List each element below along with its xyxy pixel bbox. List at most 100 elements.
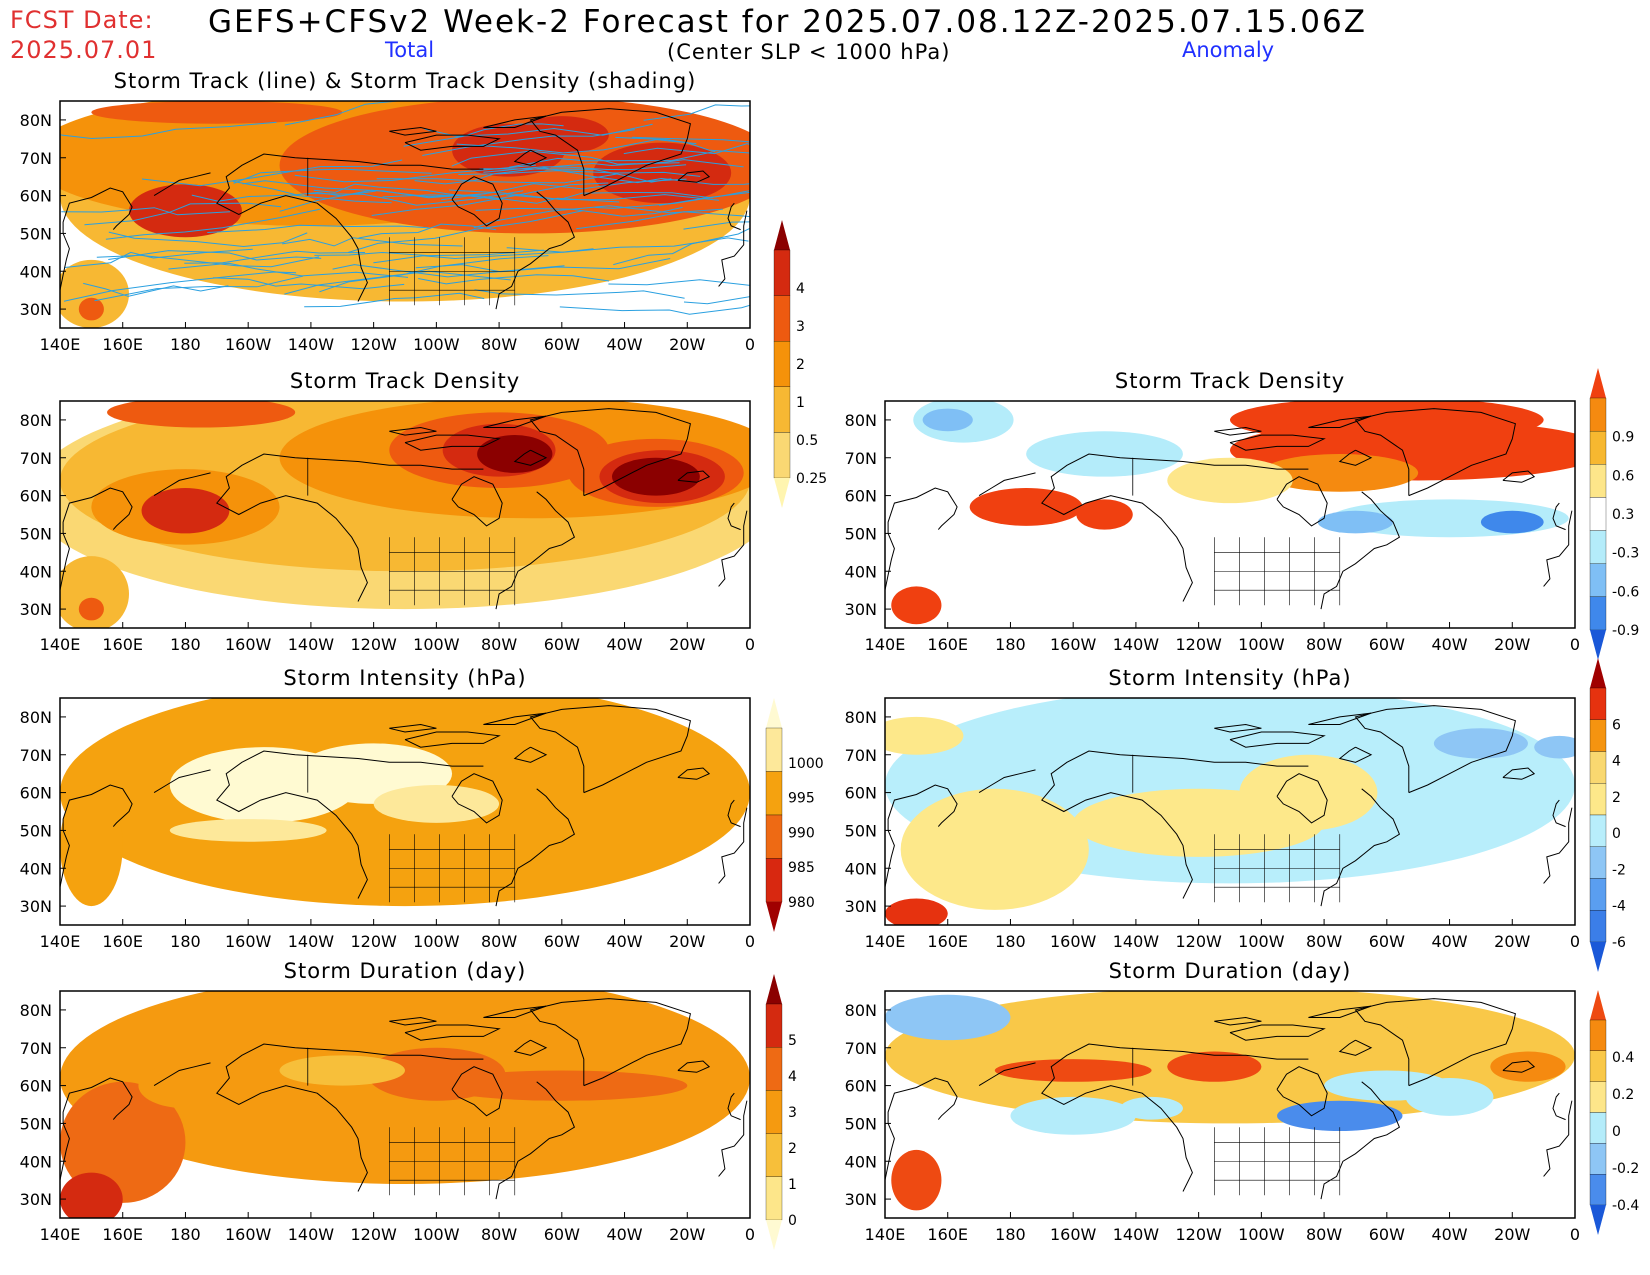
storm-track-line <box>623 143 750 155</box>
panel-int-total: Storm Intensity (hPa) 140E 160E 180 160W 140W… <box>20 666 824 951</box>
colorbar-segment <box>765 814 783 859</box>
storm-track-line <box>213 277 405 290</box>
colorbar-segment <box>765 1003 783 1048</box>
colorbar-segment <box>1589 497 1607 531</box>
coastline <box>1552 502 1566 531</box>
colorbar: 6 4 2 0 -2 -4 -6 <box>1589 658 1626 972</box>
storm-track-line <box>84 202 282 226</box>
map-frame <box>59 990 751 1219</box>
storm-track-line <box>608 279 750 286</box>
colorbar-label: -0.3 <box>1612 546 1639 562</box>
shading-region <box>994 1059 1152 1082</box>
coastline <box>978 472 1036 497</box>
panel-track: Storm Track (line) & Storm Track Density… <box>20 69 827 508</box>
panel-title: Storm Intensity (hPa) <box>283 666 526 690</box>
shading-region <box>1480 510 1544 534</box>
panel-title: Storm Track Density <box>290 369 520 393</box>
colorbar-label: 990 <box>788 825 815 841</box>
x-tick-label: 160E <box>102 335 143 354</box>
coastline <box>1354 705 1516 794</box>
coastline <box>677 1060 711 1073</box>
colorbar-segment <box>773 341 791 387</box>
storm-track-line <box>108 250 322 261</box>
storm-track-line <box>63 271 297 302</box>
coastline <box>727 799 741 828</box>
storm-track-line <box>373 248 594 264</box>
x-tick-label: 140E <box>40 932 81 951</box>
shading-region <box>78 597 104 621</box>
coastline <box>389 426 437 436</box>
colorbar: 0.4 0.2 0 -0.2 -0.4 <box>1589 990 1639 1235</box>
colorbar-label: 1 <box>788 1177 797 1193</box>
y-tick-label: 80N <box>845 1001 877 1020</box>
x-tick-label: 40W <box>606 1225 642 1244</box>
storm-track-line <box>184 250 366 264</box>
coastline <box>513 149 548 166</box>
x-tick-label: 40W <box>1431 1225 1467 1244</box>
x-tick-label: 120W <box>1175 932 1222 951</box>
coastline <box>1276 1066 1328 1117</box>
y-tick-label: 50N <box>845 524 877 543</box>
coastline <box>1229 1024 1326 1041</box>
coastline <box>60 487 133 591</box>
y-tick-label: 50N <box>20 821 52 840</box>
coastline <box>727 502 741 531</box>
map-area <box>60 698 750 925</box>
x-tick-label: 140W <box>1113 1225 1160 1244</box>
x-tick-label: 20W <box>1494 932 1530 951</box>
coastline <box>529 108 691 197</box>
coastline <box>451 773 503 824</box>
x-tick-label: 160W <box>225 335 272 354</box>
map-frame <box>59 697 751 926</box>
coastline <box>404 731 501 748</box>
coastline <box>1276 476 1328 527</box>
shading-region <box>885 898 948 925</box>
storm-track-line <box>479 168 672 183</box>
storm-track-line <box>61 207 231 216</box>
coastline <box>1229 731 1326 748</box>
colorbar-segment <box>1589 464 1607 498</box>
coastline <box>1320 788 1401 907</box>
shading-region <box>922 408 973 432</box>
x-tick-label: 140W <box>1113 932 1160 951</box>
coastline <box>1338 1039 1373 1056</box>
y-tick-label: 30N <box>20 897 52 916</box>
storm-track-line <box>418 274 610 285</box>
y-tick-label: 60N <box>845 1077 877 1096</box>
storm-track-line <box>294 164 536 183</box>
colorbar-label: 995 <box>788 791 815 807</box>
x-tick-label: 80W <box>1306 932 1342 951</box>
colorbar: 1000 995 990 985 980 <box>765 698 824 932</box>
x-tick-label: 20W <box>669 335 705 354</box>
coastline <box>451 176 503 227</box>
x-tick-label: 80W <box>1306 635 1342 654</box>
map-area <box>885 698 1575 925</box>
y-tick-label: 40N <box>20 859 52 878</box>
storm-track-line <box>475 206 683 217</box>
coastline <box>1308 415 1372 428</box>
colorbar-segment <box>1589 1143 1607 1175</box>
coastline <box>389 723 437 733</box>
y-tick-label: 70N <box>20 449 52 468</box>
coastline <box>1543 510 1573 587</box>
colorbar-label: 0 <box>788 1213 797 1229</box>
panel-title: Storm Duration (day) <box>1109 959 1352 983</box>
colorbar-segment <box>1589 783 1607 816</box>
shading-region <box>900 788 1089 910</box>
storm-track-line <box>105 208 320 240</box>
colorbar-label: 6 <box>1612 717 1621 733</box>
storm-track-line <box>632 136 750 143</box>
y-tick-label: 50N <box>845 1114 877 1133</box>
colorbar-segment <box>765 771 783 816</box>
colorbar-label: 2 <box>788 1141 797 1157</box>
y-tick-label: 30N <box>845 1190 877 1209</box>
shading-region <box>885 716 964 755</box>
x-tick-label: 60W <box>1369 932 1405 951</box>
shading-region <box>60 1081 186 1203</box>
coastline <box>451 476 503 527</box>
coastline <box>389 1016 437 1026</box>
storm-track-line <box>403 123 564 147</box>
x-tick-label: 140W <box>288 635 335 654</box>
coastline <box>1320 1081 1401 1200</box>
coastline <box>495 1081 576 1200</box>
